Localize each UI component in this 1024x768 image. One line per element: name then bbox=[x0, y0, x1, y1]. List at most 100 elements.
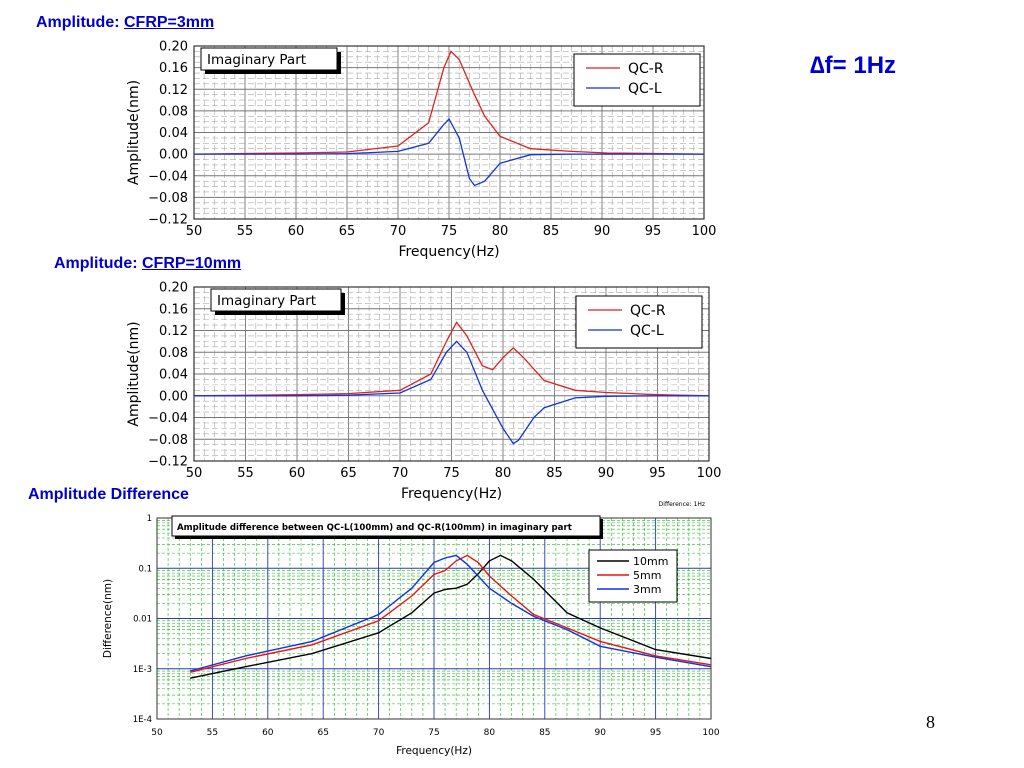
x-tick-label: 65 bbox=[317, 728, 328, 738]
y-tick-label: 0.12 bbox=[159, 83, 188, 98]
y-tick-label: −0.08 bbox=[148, 191, 188, 206]
x-tick-label: 50 bbox=[151, 728, 163, 738]
series-line-3mm bbox=[190, 554, 712, 672]
x-tick-label: 50 bbox=[186, 224, 203, 239]
legend-label: QC-R bbox=[630, 303, 666, 319]
x-tick-label: 60 bbox=[262, 728, 274, 738]
x-tick-label: 50 bbox=[186, 466, 203, 481]
x-tick-label: 65 bbox=[339, 224, 356, 239]
x-tick-label: 85 bbox=[546, 466, 563, 481]
x-axis-title: Frequency(Hz) bbox=[396, 745, 472, 757]
y-tick-label: −0.08 bbox=[148, 433, 188, 448]
x-tick-label: 95 bbox=[649, 466, 666, 481]
x-tick-label: 95 bbox=[650, 728, 661, 738]
section-title-cfrp-3mm: Amplitude: CFRP=3mm bbox=[36, 14, 214, 32]
x-tick-label: 70 bbox=[373, 728, 385, 738]
section-label: Amplitude: bbox=[36, 14, 124, 31]
y-tick-label: 0.01 bbox=[133, 615, 152, 625]
series-line-qc-l bbox=[194, 340, 709, 445]
x-axis-title: Frequency(Hz) bbox=[401, 486, 502, 502]
x-axis-title: Frequency(Hz) bbox=[398, 244, 499, 260]
series-line-qc-r bbox=[193, 321, 710, 397]
y-tick-label: 0.08 bbox=[159, 104, 188, 119]
series-line-10mm bbox=[190, 554, 712, 679]
x-tick-label: 70 bbox=[390, 224, 407, 239]
x-tick-label: 80 bbox=[495, 466, 512, 481]
legend-label: 5mm bbox=[633, 569, 661, 582]
y-tick-label: 1E-3 bbox=[133, 665, 152, 675]
x-tick-label: 100 bbox=[702, 728, 719, 738]
y-tick-label: 0.08 bbox=[159, 346, 188, 361]
y-tick-label: −0.12 bbox=[148, 213, 188, 228]
y-tick-label: −0.04 bbox=[148, 169, 188, 184]
section-title-cfrp-10mm: Amplitude: CFRP=10mm bbox=[54, 255, 241, 273]
x-tick-label: 75 bbox=[443, 466, 460, 481]
y-tick-label: 0.00 bbox=[159, 389, 188, 404]
x-tick-label: 65 bbox=[340, 466, 357, 481]
legend-label: 10mm bbox=[633, 555, 668, 568]
y-tick-label: 0.12 bbox=[159, 324, 188, 339]
x-tick-label: 85 bbox=[539, 728, 550, 738]
delta-f-label: ∆f= 1Hz bbox=[810, 52, 897, 79]
y-axis-title: Amplitude(nm) bbox=[126, 321, 142, 426]
y-tick-label: 0.1 bbox=[138, 564, 152, 574]
title-box bbox=[171, 515, 601, 537]
y-axis-title: Difference(nm) bbox=[102, 579, 114, 658]
legend-box bbox=[573, 53, 701, 107]
x-tick-label: 100 bbox=[692, 224, 717, 239]
legend-label: QC-R bbox=[628, 61, 664, 77]
y-tick-label: 1E-4 bbox=[133, 715, 152, 725]
y-tick-label: 0.00 bbox=[159, 148, 188, 163]
x-tick-label: 75 bbox=[441, 224, 458, 239]
chart-title: Imaginary Part bbox=[217, 293, 316, 309]
corner-note: Difference: 1Hz bbox=[659, 501, 705, 508]
x-tick-label: 75 bbox=[428, 728, 439, 738]
x-tick-label: 100 bbox=[697, 466, 722, 481]
page-number: 8 bbox=[926, 712, 935, 732]
y-tick-label: −0.04 bbox=[148, 411, 188, 426]
y-tick-label: 0.16 bbox=[159, 61, 188, 76]
x-tick-label: 90 bbox=[598, 466, 615, 481]
title-box bbox=[200, 47, 338, 71]
legend-label: 3mm bbox=[633, 583, 661, 596]
x-tick-label: 90 bbox=[594, 224, 611, 239]
y-tick-label: 0.04 bbox=[159, 368, 188, 383]
x-tick-label: 55 bbox=[237, 466, 254, 481]
x-tick-label: 80 bbox=[492, 224, 509, 239]
legend-label: QC-L bbox=[630, 323, 664, 339]
chart-title: Amplitude difference between QC-L(100mm)… bbox=[177, 523, 572, 533]
legend-label: QC-L bbox=[628, 81, 662, 97]
y-tick-label: 0.16 bbox=[159, 302, 188, 317]
x-tick-label: 70 bbox=[392, 466, 409, 481]
legend-box bbox=[588, 549, 678, 603]
y-tick-label: 1 bbox=[147, 514, 152, 524]
y-axis-title: Amplitude(nm) bbox=[126, 80, 142, 185]
section-label: Amplitude: bbox=[54, 255, 142, 272]
y-tick-label: 0.20 bbox=[159, 281, 188, 296]
title-box bbox=[210, 288, 342, 312]
x-tick-label: 60 bbox=[288, 224, 305, 239]
x-tick-label: 85 bbox=[543, 224, 560, 239]
x-tick-label: 90 bbox=[594, 728, 606, 738]
x-tick-label: 55 bbox=[207, 728, 218, 738]
section-link[interactable]: CFRP=10mm bbox=[142, 255, 242, 272]
legend-box bbox=[575, 295, 703, 349]
x-tick-label: 95 bbox=[645, 224, 662, 239]
series-line-qc-r bbox=[193, 50, 705, 155]
section-link[interactable]: CFRP=3mm bbox=[124, 14, 215, 31]
section-title-amplitude-difference: Amplitude Difference bbox=[28, 486, 189, 504]
y-tick-label: 0.20 bbox=[159, 40, 188, 55]
x-tick-label: 80 bbox=[484, 728, 496, 738]
section-label: Amplitude Difference bbox=[28, 486, 189, 503]
chart-title: Imaginary Part bbox=[207, 52, 306, 68]
y-tick-label: 0.04 bbox=[159, 126, 188, 141]
x-tick-label: 60 bbox=[289, 466, 306, 481]
y-tick-label: −0.12 bbox=[148, 455, 188, 470]
plot-frame bbox=[193, 45, 705, 220]
series-line-5mm bbox=[190, 554, 712, 673]
x-tick-label: 55 bbox=[237, 224, 254, 239]
series-line-qc-l bbox=[194, 117, 704, 187]
